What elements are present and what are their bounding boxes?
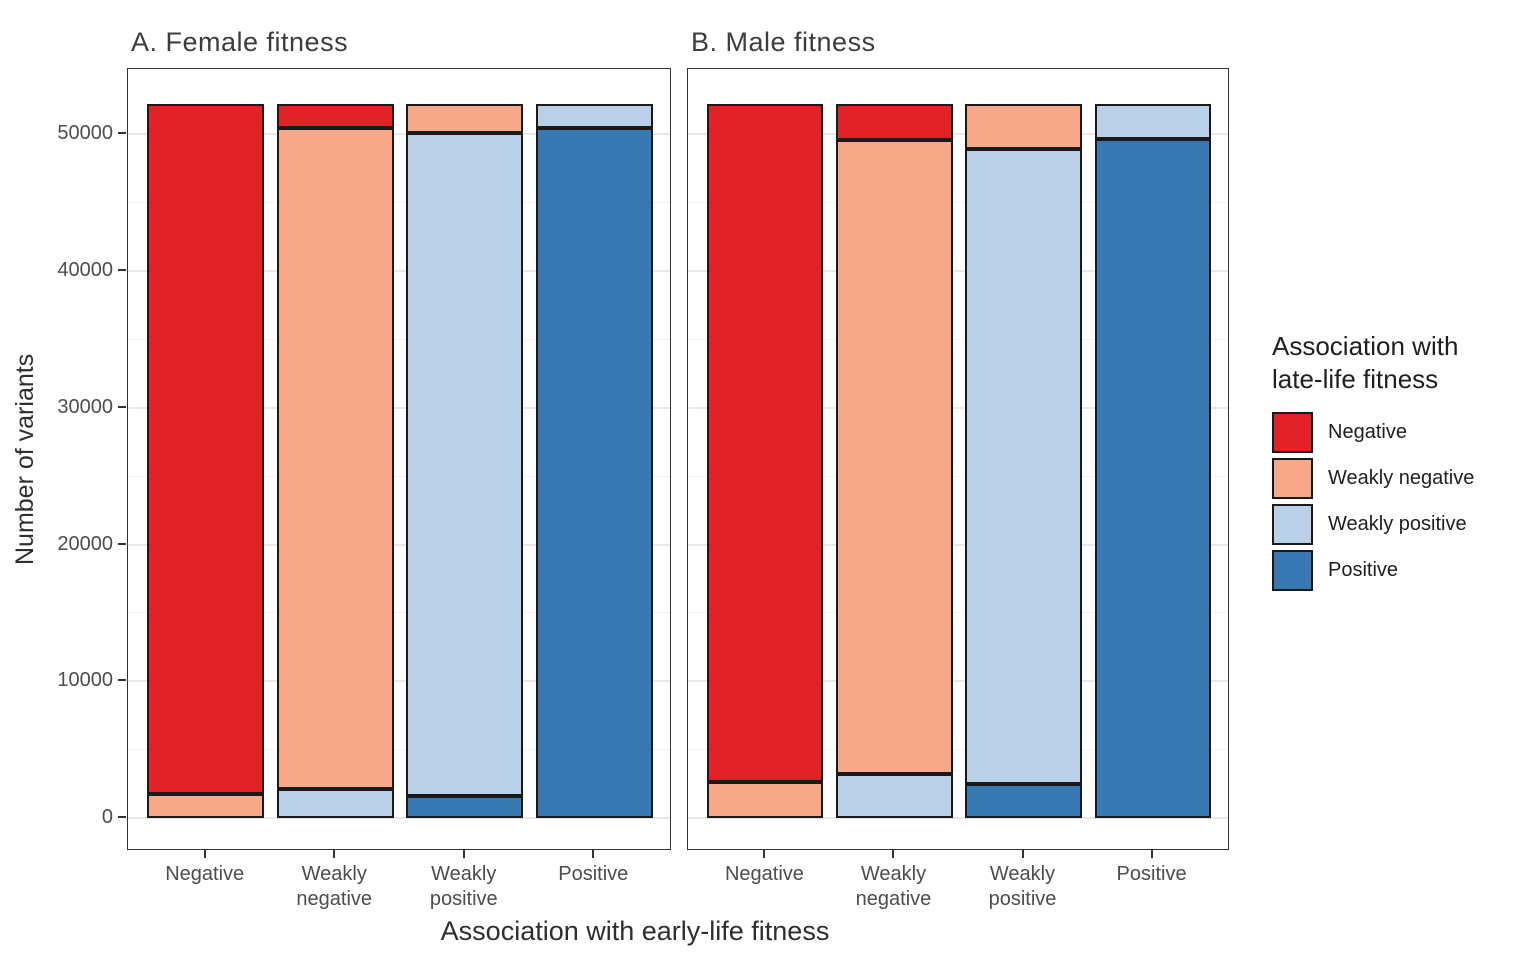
y-tick xyxy=(118,679,126,682)
legend-row: Positive xyxy=(1272,550,1474,591)
legend-key-weakly-negative xyxy=(1272,458,1313,499)
bar-segment-negative xyxy=(836,104,953,141)
bar-segment-weakly-negative xyxy=(276,128,394,789)
bar-segment-positive xyxy=(406,796,524,818)
x-tick xyxy=(462,850,465,858)
x-axis-title: Association with early-life fitness xyxy=(440,916,830,946)
x-tick-label: Positive xyxy=(558,863,629,885)
gridline-minor xyxy=(688,749,1228,751)
legend-label: Positive xyxy=(1328,559,1399,581)
panel-b-male-fitness xyxy=(687,68,1229,850)
x-tick xyxy=(892,850,895,858)
panel-a-female-fitness xyxy=(127,68,671,850)
gridline-major xyxy=(128,543,670,546)
legend: Association with late-life fitness Negat… xyxy=(1272,330,1474,596)
gridline-major xyxy=(128,680,670,683)
gridline-major xyxy=(688,406,1228,409)
gridline-minor xyxy=(128,202,670,204)
bar-segment-weakly-negative xyxy=(965,104,1082,149)
x-tick xyxy=(763,850,766,858)
y-tick xyxy=(118,269,126,272)
bar-segment-weakly-negative xyxy=(707,781,824,818)
gridline-major xyxy=(688,270,1228,273)
gridline-minor xyxy=(128,612,670,614)
y-tick-label: 10000 xyxy=(57,669,113,692)
bar-segment-negative xyxy=(707,104,824,782)
legend-row: Negative xyxy=(1272,412,1474,453)
gridline-major xyxy=(688,817,1228,819)
y-tick xyxy=(118,132,126,135)
bar-segment-positive xyxy=(536,128,653,818)
panel-a-title: A. Female fitness xyxy=(131,27,349,57)
y-tick xyxy=(118,405,126,408)
legend-row: Weakly negative xyxy=(1272,458,1474,499)
bar-segment-weakly-positive xyxy=(276,788,394,818)
bar-segment-weakly-positive xyxy=(1094,104,1211,140)
gridline-minor xyxy=(688,202,1228,204)
gridline-major xyxy=(128,133,670,136)
legend-label: Negative xyxy=(1328,421,1407,443)
bar-segment-weakly-negative xyxy=(147,794,264,818)
bar-segment-weakly-positive xyxy=(836,773,953,818)
bar-segment-weakly-positive xyxy=(965,148,1082,784)
y-tick xyxy=(118,816,126,818)
legend-label: Weakly positive xyxy=(1328,513,1467,535)
bar-segment-negative xyxy=(276,104,394,129)
legend-key-weakly-positive xyxy=(1272,504,1313,545)
bar-segment-weakly-negative xyxy=(836,140,953,774)
x-tick-label: Negative xyxy=(724,863,804,885)
x-tick-label: Weakly negative xyxy=(855,863,932,910)
legend-key-negative xyxy=(1272,412,1313,453)
panel-b-title: B. Male fitness xyxy=(691,27,876,57)
gridline-minor xyxy=(128,475,670,477)
bar-segment-weakly-positive xyxy=(536,104,653,129)
legend-entries: Negative Weakly negative Weakly positive Po… xyxy=(1272,412,1474,591)
legend-title: Association with late-life fitness xyxy=(1272,330,1474,396)
gridline-major xyxy=(128,406,670,409)
legend-title-line-2: late-life fitness xyxy=(1272,364,1439,394)
legend-label: Weakly negative xyxy=(1328,467,1475,489)
bar-segment-negative xyxy=(147,104,264,795)
gridline-minor xyxy=(128,338,670,340)
y-tick-label: 20000 xyxy=(57,532,113,555)
legend-title-line-1: Association with xyxy=(1272,331,1459,361)
bar-segment-positive xyxy=(1094,139,1211,818)
y-tick-label: 30000 xyxy=(57,395,113,418)
y-tick-label: 0 xyxy=(101,806,113,828)
legend-row: Weakly positive xyxy=(1272,504,1474,545)
x-tick-label: Positive xyxy=(1116,863,1187,885)
gridline-major xyxy=(128,817,670,819)
x-tick-label: Weakly negative xyxy=(296,863,373,910)
gridline-minor xyxy=(688,612,1228,614)
bar-segment-weakly-positive xyxy=(406,132,524,797)
gridline-minor xyxy=(688,338,1228,340)
bar-segment-positive xyxy=(965,783,1082,818)
x-tick-label: Weakly positive xyxy=(429,863,498,910)
x-tick xyxy=(592,850,595,858)
x-tick xyxy=(203,850,206,858)
legend-key-positive xyxy=(1272,550,1313,591)
y-tick-label: 40000 xyxy=(57,259,113,282)
x-tick-label: Weakly positive xyxy=(988,863,1057,910)
y-axis-title: Number of variants xyxy=(11,353,39,565)
gridline-major xyxy=(688,133,1228,136)
gridline-minor xyxy=(128,749,670,751)
x-tick xyxy=(1021,850,1024,858)
bar-segment-weakly-negative xyxy=(406,104,524,133)
x-tick xyxy=(1150,850,1153,858)
gridline-minor xyxy=(688,475,1228,477)
gridline-major xyxy=(688,543,1228,546)
y-tick-label: 50000 xyxy=(57,122,113,145)
gridline-major xyxy=(688,680,1228,683)
x-tick xyxy=(333,850,336,858)
y-tick xyxy=(118,542,126,545)
x-tick-label: Negative xyxy=(165,863,245,885)
gridline-major xyxy=(128,270,670,273)
